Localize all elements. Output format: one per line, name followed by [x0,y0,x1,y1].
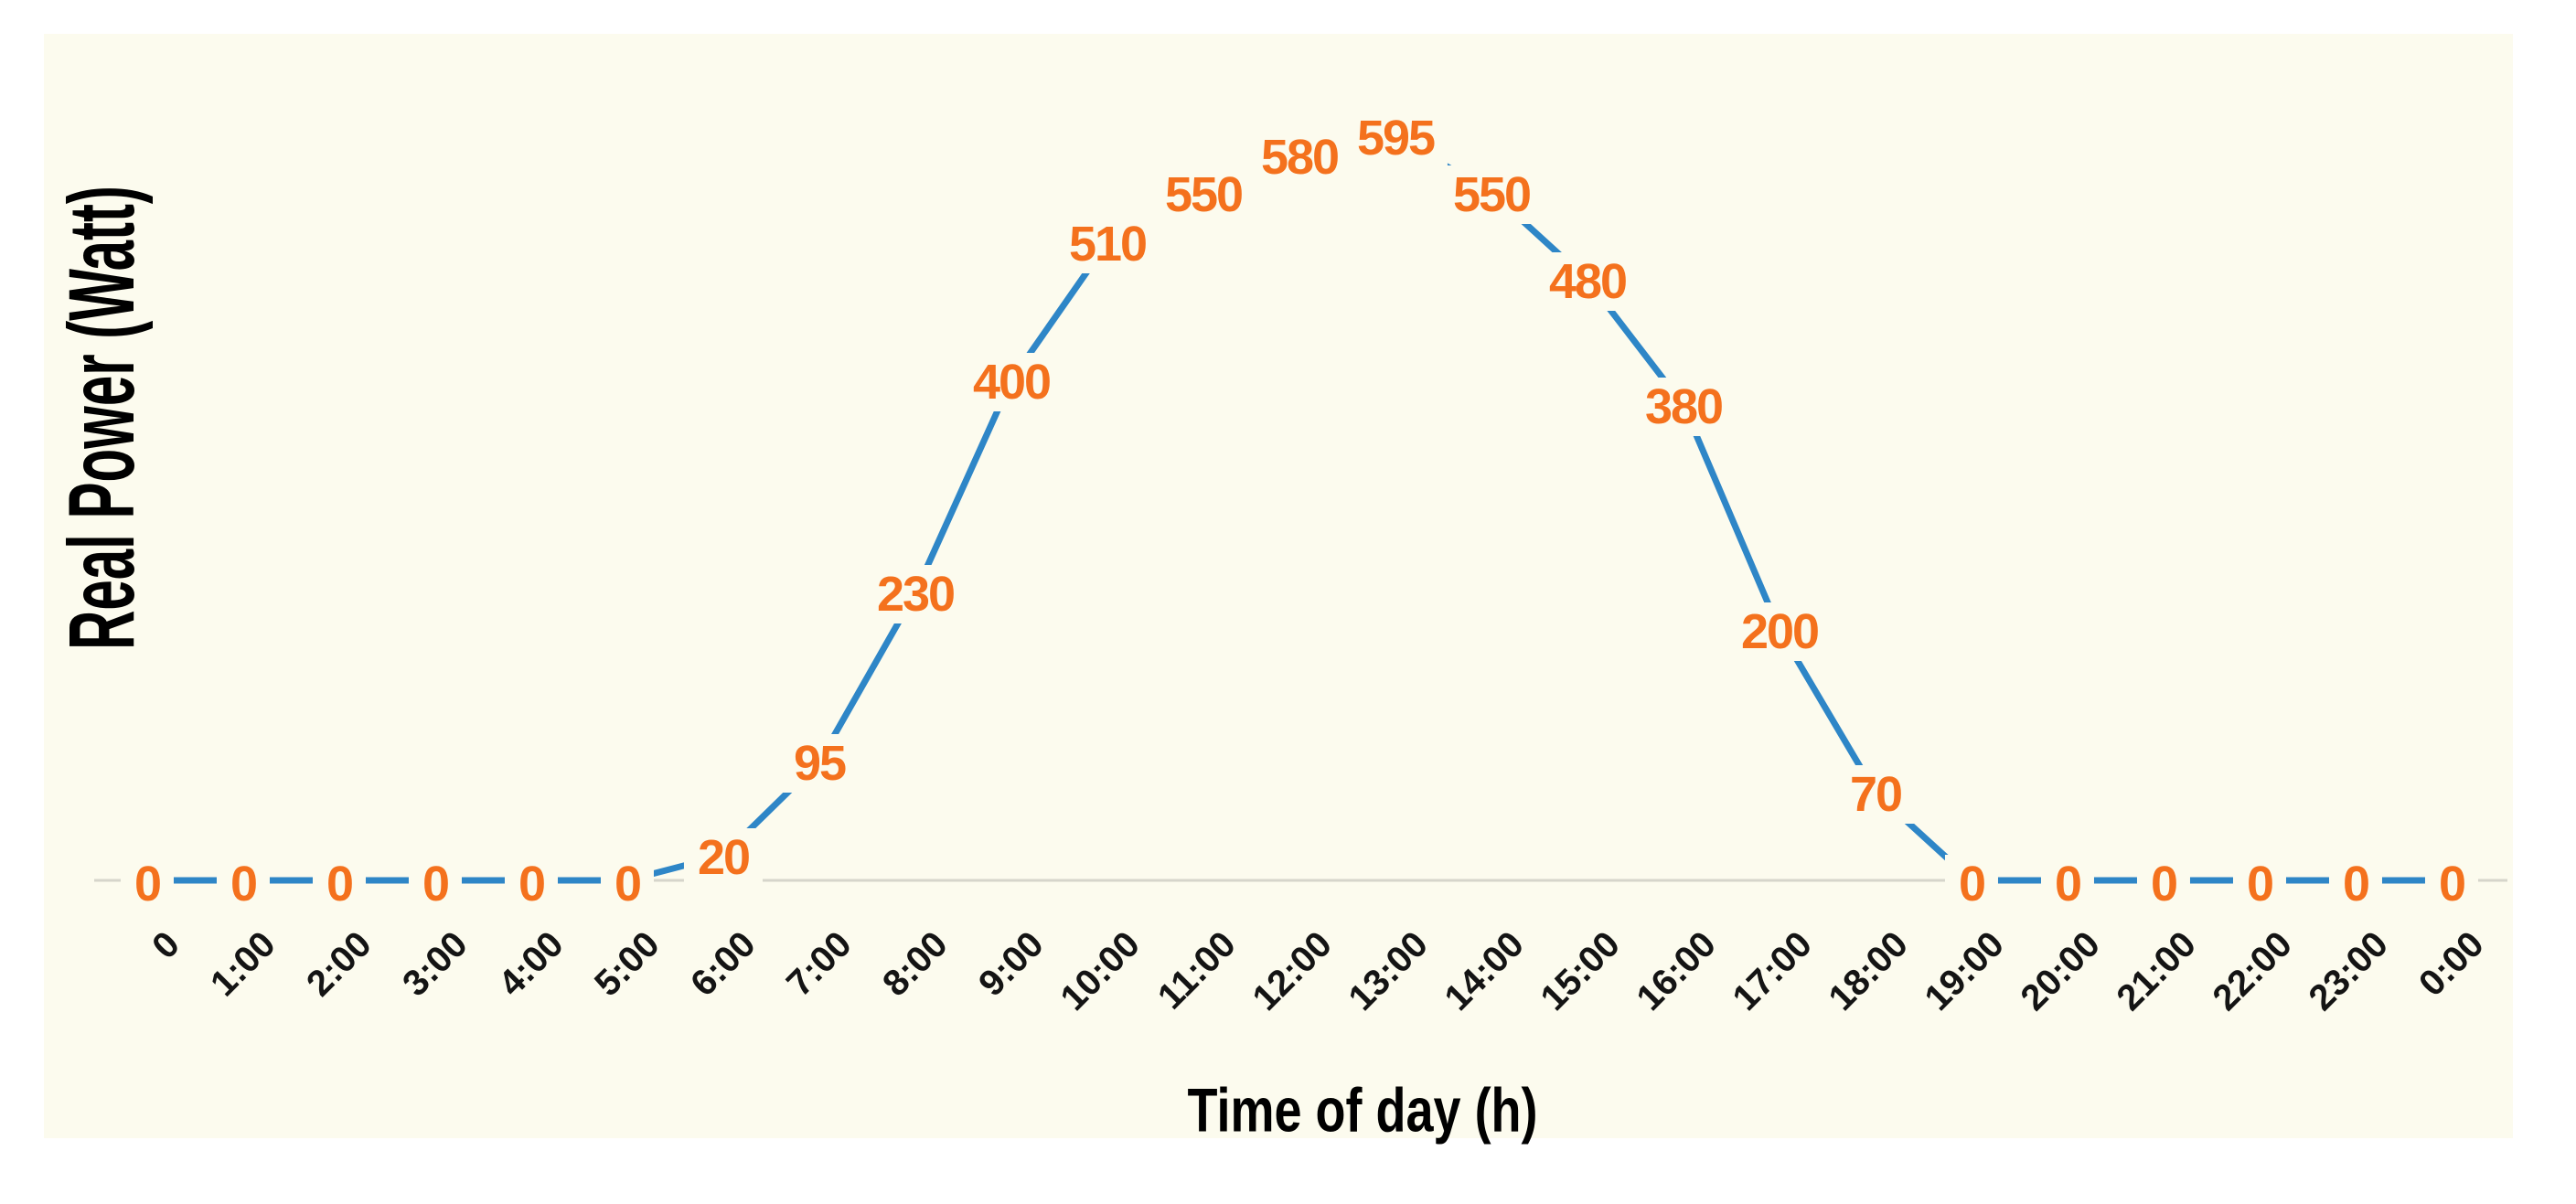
data-label: 200 [1726,602,1833,662]
plot-panel [44,34,2513,1138]
data-label: 0 [2040,855,2095,913]
data-label: 0 [312,855,367,913]
data-label: 0 [408,855,463,913]
data-label: 0 [600,855,655,913]
data-label: 20 [683,827,764,887]
data-label: 550 [1438,165,1545,224]
data-label: 95 [779,734,860,794]
data-label: 70 [1835,765,1916,825]
data-label: 400 [958,352,1064,411]
x-axis-title: Time of day (h) [1187,1076,1538,1145]
data-label: 0 [2424,855,2479,913]
data-label: 550 [1150,165,1256,224]
data-label: 480 [1534,252,1641,312]
data-label: 0 [120,855,175,913]
data-label: 0 [504,855,559,913]
power-line-series [144,133,2455,884]
data-label: 580 [1246,127,1352,186]
data-label: 0 [2328,855,2383,913]
data-label: 510 [1054,215,1160,274]
data-label: 595 [1342,109,1448,168]
data-label: 380 [1630,378,1737,437]
y-axis-title: Real Power (Watt) [49,186,155,650]
data-label: 0 [1944,855,1999,913]
data-label: 0 [216,855,271,913]
data-label: 230 [862,565,968,624]
data-label: 0 [2232,855,2287,913]
data-label: 0 [2136,855,2191,913]
